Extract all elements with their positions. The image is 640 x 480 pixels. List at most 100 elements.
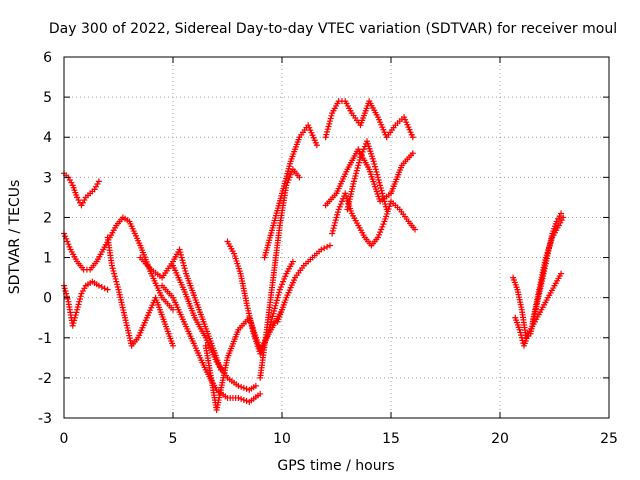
data-point <box>170 342 176 349</box>
data-point <box>180 262 187 269</box>
data-point <box>378 226 385 233</box>
data-point <box>380 221 387 228</box>
data-point <box>257 350 264 357</box>
y-tick-label: -2 <box>38 371 52 387</box>
data-point <box>379 190 386 197</box>
data-point <box>324 126 331 133</box>
data-point <box>518 334 525 341</box>
data-point <box>332 219 339 226</box>
data-point <box>381 198 388 205</box>
data-point <box>114 283 121 290</box>
data-point <box>288 168 295 175</box>
data-point <box>326 120 333 127</box>
data-point <box>376 231 383 238</box>
data-point <box>112 275 119 282</box>
data-point <box>277 283 284 290</box>
series-track-9 <box>224 238 296 357</box>
data-point <box>181 265 188 272</box>
chart-title: Day 300 of 2022, Sidereal Day-to-day VTE… <box>49 21 617 37</box>
x-tick-label: 25 <box>600 431 618 447</box>
data-point <box>324 243 331 250</box>
data-point <box>272 302 279 309</box>
data-point <box>375 177 382 184</box>
data-point <box>357 154 364 161</box>
data-point <box>334 211 341 218</box>
data-point <box>558 270 565 277</box>
series-track-7 <box>170 262 259 393</box>
data-point <box>322 134 329 141</box>
data-point <box>235 394 242 401</box>
x-axis-label: GPS time / hours <box>277 458 394 474</box>
data-point <box>62 287 69 294</box>
data-point <box>382 203 389 210</box>
series-track-15 <box>329 190 418 249</box>
data-point <box>179 257 186 264</box>
data-point <box>373 168 380 175</box>
data-point <box>338 198 345 205</box>
data-point <box>74 306 81 313</box>
data-point <box>238 383 245 390</box>
data-point <box>330 225 337 232</box>
y-tick-label: -3 <box>38 411 52 427</box>
data-point <box>356 156 363 163</box>
data-point <box>70 320 77 327</box>
data-point <box>95 178 102 185</box>
data-points <box>61 98 567 413</box>
data-point <box>329 230 336 237</box>
data-point <box>382 201 389 208</box>
data-point <box>62 233 69 240</box>
data-point <box>411 226 418 233</box>
y-tick-label: 5 <box>43 90 52 106</box>
data-point <box>337 201 344 208</box>
data-point <box>325 123 332 130</box>
data-point <box>321 245 328 252</box>
data-point <box>72 312 79 319</box>
data-point <box>360 146 367 153</box>
series-track-4 <box>104 234 176 349</box>
data-point <box>356 159 363 166</box>
data-point <box>275 291 282 298</box>
data-point <box>326 242 333 249</box>
x-tick-label: 20 <box>491 431 509 447</box>
data-point <box>379 223 386 230</box>
data-point <box>235 382 242 389</box>
data-point <box>182 267 189 274</box>
data-point <box>289 258 296 265</box>
data-point <box>351 175 358 182</box>
data-point <box>374 234 381 241</box>
x-tick-label: 0 <box>60 431 69 447</box>
data-point <box>352 172 359 179</box>
data-point <box>73 309 80 316</box>
data-point <box>270 310 277 317</box>
data-point <box>271 305 278 312</box>
data-point <box>180 259 187 266</box>
data-point <box>327 115 334 122</box>
data-point <box>378 187 385 194</box>
data-point <box>95 282 102 289</box>
data-point <box>74 304 81 311</box>
data-point <box>353 167 360 174</box>
data-point <box>560 214 567 221</box>
series-track-18 <box>512 270 565 349</box>
data-point <box>64 238 71 245</box>
series-track-12 <box>274 242 333 325</box>
y-tick-label: 1 <box>43 251 52 267</box>
data-point <box>71 317 78 324</box>
data-point <box>243 397 250 404</box>
series-track-11 <box>261 122 320 261</box>
data-point <box>296 174 303 181</box>
y-tick-label: 0 <box>43 291 52 307</box>
data-point <box>111 270 118 277</box>
data-point <box>518 332 525 339</box>
data-point <box>336 203 343 210</box>
data-point <box>377 229 384 236</box>
plot-frame <box>63 56 610 419</box>
data-point <box>170 306 176 313</box>
data-point <box>104 286 111 293</box>
data-point <box>409 134 416 141</box>
data-point <box>276 289 283 296</box>
data-point <box>377 182 384 189</box>
data-point <box>238 395 245 402</box>
data-point <box>334 209 341 216</box>
data-point <box>313 142 320 149</box>
